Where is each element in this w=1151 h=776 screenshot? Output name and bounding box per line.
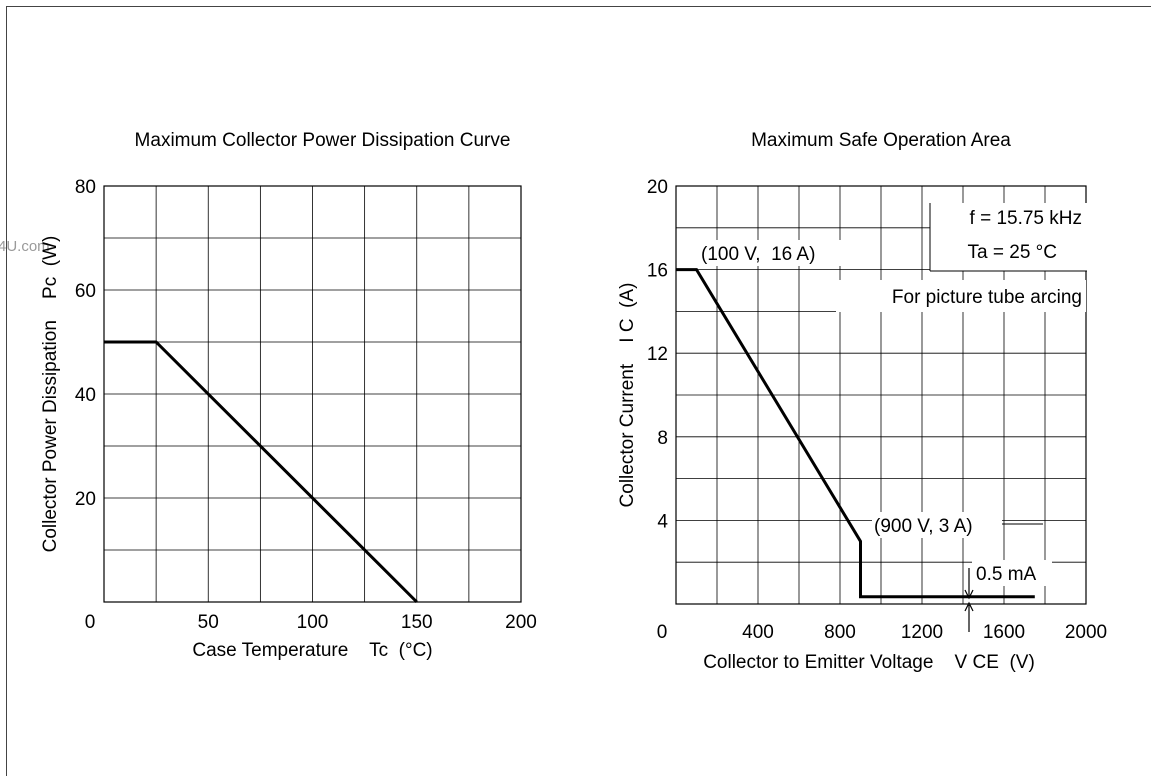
chart2-y-axis-label: Collector Current I C (A) bbox=[617, 283, 638, 508]
x-tick-label: 800 bbox=[824, 622, 856, 643]
y-tick-label: 20 bbox=[647, 177, 668, 198]
y-tick-label: 4 bbox=[657, 511, 668, 532]
y-tick-label: 60 bbox=[75, 281, 96, 302]
chart2-title: Maximum Safe Operation Area bbox=[751, 130, 1011, 151]
annotation-bg-100v bbox=[697, 240, 852, 266]
chart1-y-ticks: 20 40 60 80 bbox=[75, 177, 96, 510]
y-tick-label: 40 bbox=[75, 385, 96, 406]
annotation-point-900v-3a: (900 V, 3 A) bbox=[874, 516, 973, 537]
chart-safe-operation-area: Maximum Safe Operation Area Collector to… bbox=[617, 130, 1107, 673]
chart2-series-line bbox=[676, 268, 1035, 599]
chart1-series-line bbox=[104, 340, 418, 604]
page-frame bbox=[6, 6, 1151, 776]
chart1-grid bbox=[104, 186, 521, 602]
x-tick-label: 2000 bbox=[1065, 622, 1107, 643]
x-tick-label: 150 bbox=[401, 612, 433, 633]
annotation-point-100v-16a: (100 V, 16 A) bbox=[701, 244, 815, 265]
x-tick-label: 1200 bbox=[901, 622, 943, 643]
annotation-bg-900v bbox=[872, 512, 1002, 538]
chart1-plot-frame bbox=[103, 185, 522, 603]
y-tick-label: 20 bbox=[75, 489, 96, 510]
annotation-bg-05ma bbox=[972, 560, 1052, 586]
annotation-frequency: f = 15.75 kHz bbox=[970, 208, 1082, 229]
annotation-box-conditions bbox=[930, 203, 1087, 271]
y-tick-label: 16 bbox=[647, 261, 668, 282]
arrow-up-icon bbox=[964, 601, 974, 632]
x-tick-label: 400 bbox=[742, 622, 774, 643]
chart2-x-axis-label: Collector to Emitter Voltage V CE (V) bbox=[703, 652, 1035, 673]
arrow-down-icon bbox=[964, 568, 974, 600]
annotation-temperature: Ta = 25 °C bbox=[968, 242, 1057, 263]
chart2-x-ticks: 0 400 800 1200 1600 2000 bbox=[657, 622, 1107, 643]
y-tick-label: 8 bbox=[657, 428, 668, 449]
chart1-y-axis-label: Collector Power Dissipation Pc (W) bbox=[40, 236, 61, 553]
y-tick-label: 12 bbox=[647, 344, 668, 365]
chart-power-dissipation: Maximum Collector Power Dissipation Curv… bbox=[40, 130, 537, 661]
chart2-plot-frame bbox=[675, 185, 1087, 605]
chart1-x-axis-label: Case Temperature Tc (°C) bbox=[192, 640, 432, 661]
x-tick-label: 0 bbox=[657, 622, 668, 643]
x-tick-label: 1600 bbox=[983, 622, 1025, 643]
y-tick-label: 80 bbox=[75, 177, 96, 198]
chart1-x-ticks: 0 50 100 150 200 bbox=[85, 612, 537, 633]
x-tick-label: 100 bbox=[297, 612, 329, 633]
chart2-y-ticks: 4 8 12 16 20 bbox=[647, 177, 669, 532]
x-tick-label: 0 bbox=[85, 612, 96, 633]
x-tick-label: 50 bbox=[198, 612, 219, 633]
annotation-box-arcing bbox=[836, 280, 1086, 312]
annotation-arcing: For picture tube arcing bbox=[892, 287, 1082, 308]
annotation-current-05ma: 0.5 mA bbox=[976, 564, 1037, 585]
x-tick-label: 200 bbox=[505, 612, 537, 633]
chart1-title: Maximum Collector Power Dissipation Curv… bbox=[135, 130, 511, 151]
watermark: 4U.com bbox=[0, 238, 50, 255]
